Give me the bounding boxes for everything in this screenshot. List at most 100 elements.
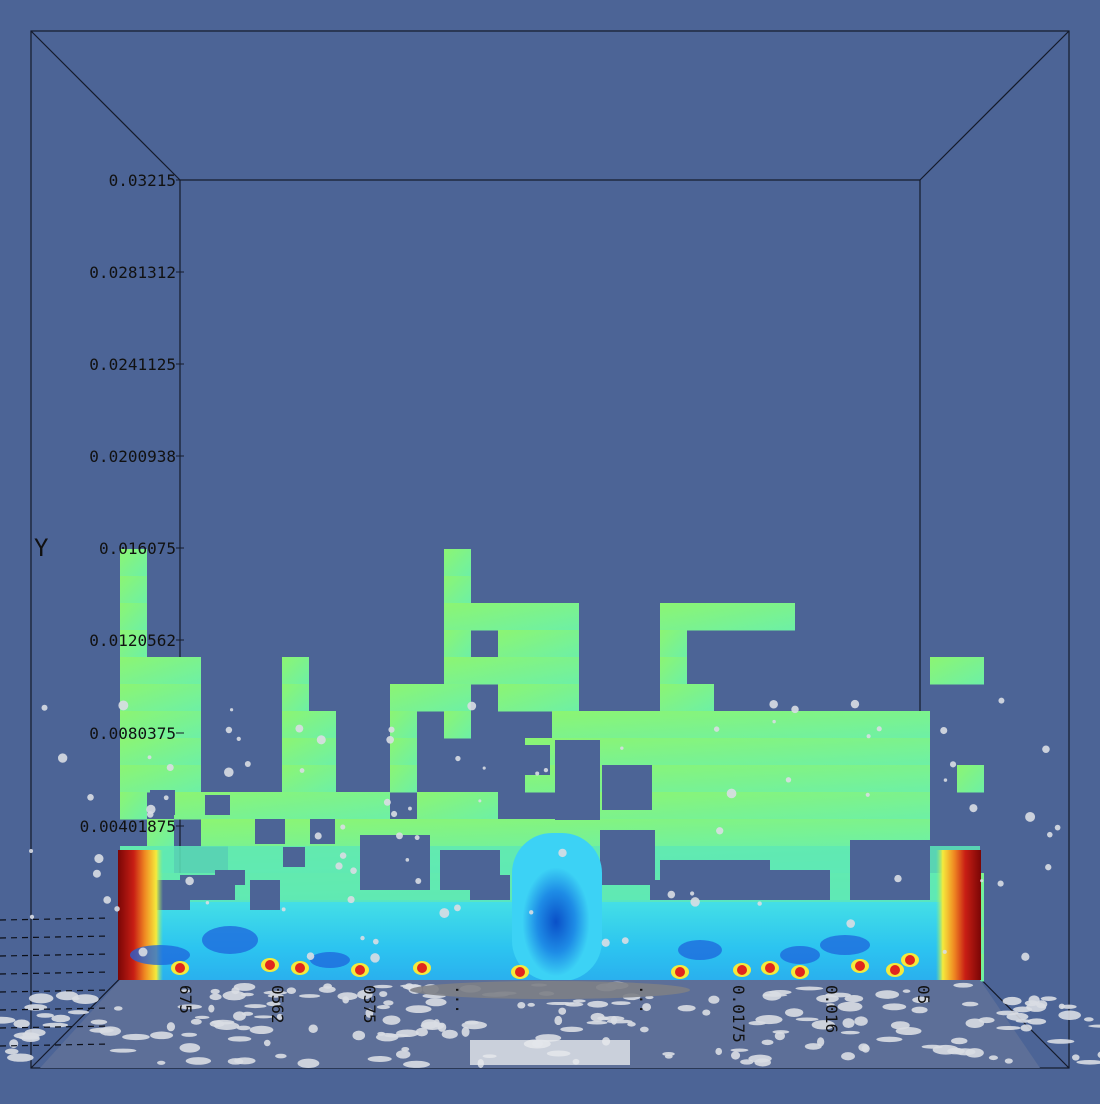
y-tick-label: 0.0241125 [89, 355, 176, 374]
floor-particle [1047, 1039, 1075, 1044]
field-cell [444, 657, 579, 685]
floating-particle [1045, 864, 1052, 871]
floor-particle [67, 1010, 89, 1015]
floating-particle [620, 746, 624, 750]
floor-particle [1004, 1058, 1013, 1064]
streak-line [0, 1025, 111, 1029]
floating-particle [360, 935, 365, 941]
floating-particle [316, 735, 326, 745]
hotspot [795, 967, 805, 977]
floor-particle [962, 1001, 979, 1007]
streak-line [0, 953, 111, 957]
floor-bright-patch [470, 1040, 630, 1065]
floating-particle [454, 904, 461, 912]
floating-particle [335, 862, 343, 870]
floor-particle [769, 990, 792, 995]
field-cell [498, 630, 579, 658]
floor-particle [24, 1004, 48, 1011]
floor-particle [209, 993, 222, 1001]
floating-particle [405, 858, 410, 862]
floating-particle [943, 778, 948, 782]
floor-particle [122, 1033, 150, 1041]
floating-particle [478, 799, 482, 803]
floor-particle [527, 1002, 535, 1007]
field-cell [660, 630, 687, 658]
floating-particle [980, 879, 984, 883]
hotspot [675, 967, 685, 977]
floor-particle [996, 1010, 1019, 1016]
floor-particle [911, 1006, 928, 1014]
floor-particle [1040, 996, 1057, 1001]
floating-particle [147, 755, 152, 760]
floating-particle [114, 906, 120, 912]
floating-particle [224, 767, 234, 778]
floor-particle [286, 987, 297, 994]
floating-particle [339, 852, 347, 859]
floor-particle [882, 1003, 907, 1011]
floor-particle [804, 1043, 822, 1050]
floating-particle [41, 704, 48, 711]
field-cell [390, 711, 417, 739]
hotspot [905, 955, 915, 965]
floor-particle [844, 995, 864, 1003]
y-axis-title: Y [34, 534, 49, 562]
floating-particle [57, 753, 68, 763]
floating-particle [601, 938, 610, 947]
floor-particle [227, 1036, 252, 1042]
vortex-blue [820, 935, 870, 955]
floor-particle [1083, 1017, 1094, 1022]
hotspot [417, 963, 427, 973]
field-cell [390, 684, 471, 712]
floating-particle [690, 891, 695, 896]
floating-particle [1021, 952, 1030, 961]
floating-particle [467, 701, 477, 711]
hotspot [265, 960, 275, 970]
x-tick-label: ... [636, 985, 655, 1014]
field-cell [147, 819, 174, 847]
floating-particle [716, 827, 724, 835]
hotspot [890, 965, 900, 975]
field-cell [417, 792, 498, 820]
floating-particle [29, 914, 35, 920]
floating-particle [185, 876, 194, 886]
floor-particle [254, 1015, 274, 1019]
floating-particle [229, 708, 234, 712]
field-cell [444, 603, 579, 631]
hotspot [515, 967, 525, 977]
floor-particle [1027, 1018, 1047, 1025]
floor-particle [166, 1022, 176, 1032]
floor-particle [587, 1000, 609, 1008]
y-tick-label: 0.0080375 [89, 724, 176, 743]
floating-particle [370, 953, 380, 963]
floor-particle [7, 1053, 34, 1062]
floor-particle [275, 1053, 287, 1059]
floor-particle [715, 1047, 723, 1056]
floor-particle [1076, 1059, 1100, 1065]
field-gap [602, 765, 652, 810]
floor-particle [611, 1001, 631, 1006]
floating-particle [340, 824, 346, 830]
x-tick-label: 675 [176, 985, 195, 1014]
vortex-blue [202, 926, 258, 954]
floating-particle [138, 947, 148, 957]
floating-particle [295, 724, 304, 733]
floor-particle [740, 1059, 754, 1065]
floating-particle [347, 895, 355, 904]
floating-particle [949, 761, 957, 768]
floating-particle [757, 901, 762, 906]
floor-particle [241, 1011, 254, 1016]
floor-particle [837, 1001, 863, 1012]
floor-particle [194, 1015, 210, 1020]
field-gap [850, 840, 930, 900]
floating-particle [414, 835, 420, 841]
floating-particle [850, 699, 860, 709]
floating-particle [415, 878, 422, 885]
floor-particle [988, 1055, 999, 1061]
floor-particle [234, 1057, 256, 1065]
floor-particle [42, 1022, 69, 1028]
floor-particle [249, 1025, 274, 1035]
floor-particle [403, 1060, 430, 1068]
hotspot [175, 963, 185, 973]
